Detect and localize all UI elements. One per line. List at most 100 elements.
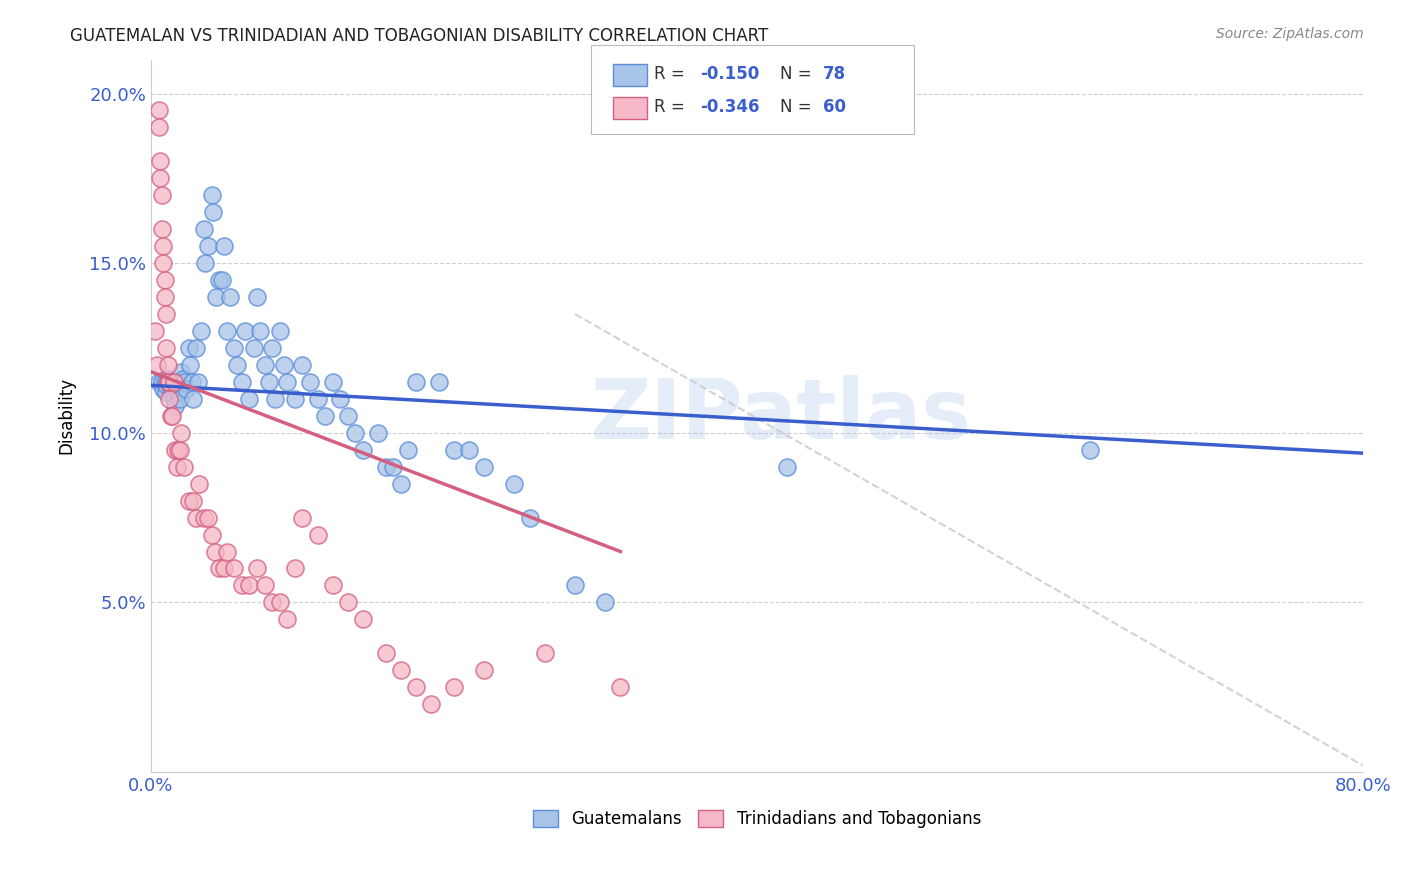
Text: ZIPatlas: ZIPatlas [591,376,972,457]
Point [226,358,249,372]
Point [157,392,180,406]
Point [443,680,465,694]
Point [224,341,246,355]
Point [190,324,212,338]
Point [472,663,495,677]
Point [374,646,396,660]
Point [243,341,266,355]
Point [503,476,526,491]
Point [165,399,187,413]
Point [180,375,202,389]
Point [443,442,465,457]
Point [231,375,253,389]
Point [205,290,228,304]
Point [262,595,284,609]
Legend: Guatemalans, Trinidadians and Tobagonians: Guatemalans, Trinidadians and Tobagonian… [526,804,987,835]
Point [352,442,374,457]
Point [167,442,190,457]
Point [224,561,246,575]
Point [155,341,177,355]
Point [153,273,176,287]
Point [249,324,271,338]
Point [218,290,240,304]
Point [197,510,219,524]
Point [155,385,177,400]
Point [238,578,260,592]
Point [253,358,276,372]
Point [336,409,359,423]
Point [157,375,180,389]
Point [200,188,222,202]
Point [174,382,197,396]
Point [329,392,352,406]
Text: -0.346: -0.346 [700,98,759,116]
Y-axis label: Disability: Disability [58,377,75,454]
Point [298,375,321,389]
Point [167,385,190,400]
Point [211,273,233,287]
Point [276,375,298,389]
Text: 60: 60 [823,98,845,116]
Point [166,459,188,474]
Point [215,324,238,338]
Point [163,375,186,389]
Point [193,510,215,524]
Point [264,392,287,406]
Point [382,459,405,474]
Point [148,120,170,135]
Text: Source: ZipAtlas.com: Source: ZipAtlas.com [1216,27,1364,41]
Text: R =: R = [654,65,690,83]
Text: -0.150: -0.150 [700,65,759,83]
Text: 78: 78 [823,65,845,83]
Point [233,324,256,338]
Point [322,375,344,389]
Point [284,392,307,406]
Point [173,459,195,474]
Point [163,392,186,406]
Point [169,442,191,457]
Point [276,612,298,626]
Point [150,222,173,236]
Point [188,476,211,491]
Point [595,595,617,609]
Point [269,324,291,338]
Text: N =: N = [780,65,817,83]
Point [427,375,450,389]
Point [160,409,183,423]
Point [336,595,359,609]
Point [1078,442,1101,457]
Point [322,578,344,592]
Point [172,371,194,385]
Point [519,510,541,524]
Point [307,392,329,406]
Text: GUATEMALAN VS TRINIDADIAN AND TOBAGONIAN DISABILITY CORRELATION CHART: GUATEMALAN VS TRINIDADIAN AND TOBAGONIAN… [70,27,769,45]
Point [352,612,374,626]
Point [170,425,193,440]
Point [420,697,443,711]
Point [238,392,260,406]
Point [165,442,187,457]
Point [405,375,427,389]
Point [177,341,200,355]
Text: R =: R = [654,98,690,116]
Point [291,510,314,524]
Point [166,375,188,389]
Point [197,239,219,253]
Point [253,578,276,592]
Point [212,239,235,253]
Point [291,358,314,372]
Point [564,578,586,592]
Point [156,358,179,372]
Point [389,476,412,491]
Point [152,382,174,396]
Point [153,290,176,304]
Point [152,239,174,253]
Point [179,358,201,372]
Point [458,442,481,457]
Point [156,375,179,389]
Point [269,595,291,609]
Point [262,341,284,355]
Point [314,409,336,423]
Point [246,561,269,575]
Point [396,442,419,457]
